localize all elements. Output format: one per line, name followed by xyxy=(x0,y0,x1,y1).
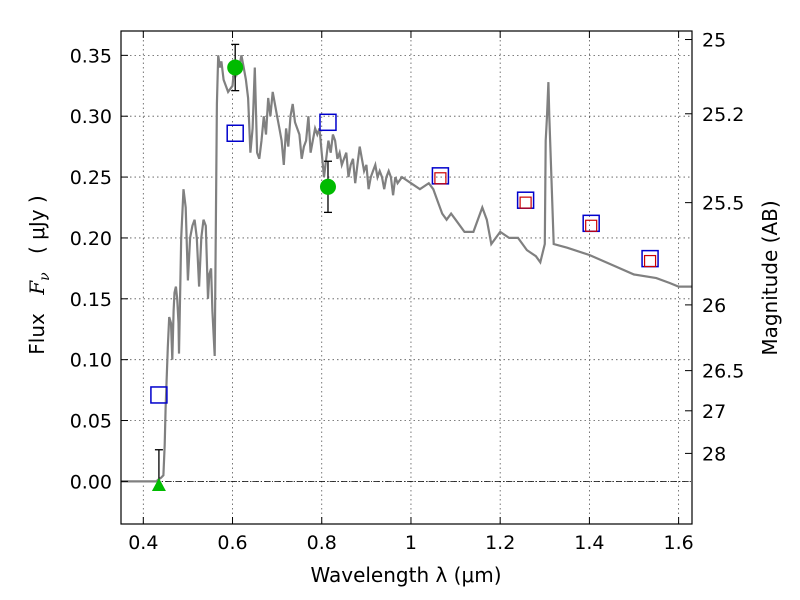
y2-tick-label: 26 xyxy=(702,295,726,317)
y-tick-label: 0.05 xyxy=(70,411,112,433)
y-axis-title-symbol: F xyxy=(25,280,49,296)
y-axis-title-subscript: ν xyxy=(37,272,53,281)
y-tick-label: 0.10 xyxy=(70,350,112,372)
y2-tick-label: 25 xyxy=(702,30,726,52)
observed-detection-point xyxy=(227,59,244,76)
x-tick-label: 1.4 xyxy=(574,532,604,554)
y2-tick-label: 25.5 xyxy=(702,193,744,215)
y2-tick-label: 26.5 xyxy=(702,361,744,383)
y2-tick-label: 27 xyxy=(702,401,726,423)
y-axis-title: Flux Fν ( μJy ) xyxy=(25,195,54,354)
y-tick-label: 0.35 xyxy=(70,45,112,67)
y-axis-ticks: 0.00 0.05 0.10 0.15 0.20 0.25 0.30 0.35 xyxy=(70,45,128,493)
y-axis-title-prefix: Flux xyxy=(25,313,49,355)
plot-frame xyxy=(120,30,693,525)
model-photometry-inner-square xyxy=(585,219,598,232)
x-tick-label: 1 xyxy=(405,532,417,554)
observed-upper-limit-point xyxy=(151,478,166,492)
y2-tick-label: 25.2 xyxy=(702,104,744,126)
x-axis-title: Wavelength λ (μm) xyxy=(310,563,501,587)
x-tick-label: 0.6 xyxy=(217,532,247,554)
model-photometry-inner-square xyxy=(434,172,447,185)
y-axis-title-group: Flux Fν ( μJy ) xyxy=(25,195,54,354)
model-photometry-inner-square xyxy=(519,196,532,209)
x-tick-label: 1.2 xyxy=(485,532,515,554)
y-tick-label: 0.15 xyxy=(70,289,112,311)
model-photometry-square xyxy=(226,124,244,143)
y2-axis-ticks: 25 25.2 25.5 26 26.5 27 28 xyxy=(685,30,744,465)
y-tick-label: 0.00 xyxy=(70,471,112,493)
x-tick-label: 1.6 xyxy=(664,532,694,554)
model-photometry-inner-square xyxy=(643,254,657,268)
observed-detection-point xyxy=(319,178,336,195)
plot-area xyxy=(121,43,692,492)
y-tick-label: 0.20 xyxy=(70,228,112,250)
x-tick-label: 0.4 xyxy=(128,532,158,554)
y2-tick-label: 28 xyxy=(702,443,726,465)
markers xyxy=(150,43,659,492)
x-axis-ticks: 0.4 0.6 0.8 1 1.2 1.4 1.6 xyxy=(128,31,694,554)
model-photometry-square xyxy=(150,386,168,404)
model-sed-line xyxy=(121,55,692,483)
y2-axis-title: Magnitude (AB) xyxy=(758,200,782,355)
y-axis-title-unit: ( μJy ) xyxy=(25,195,49,254)
y-tick-label: 0.25 xyxy=(70,167,112,189)
x-tick-label: 0.8 xyxy=(307,532,337,554)
model-photometry-square xyxy=(319,113,337,132)
y-tick-label: 0.30 xyxy=(70,106,112,128)
